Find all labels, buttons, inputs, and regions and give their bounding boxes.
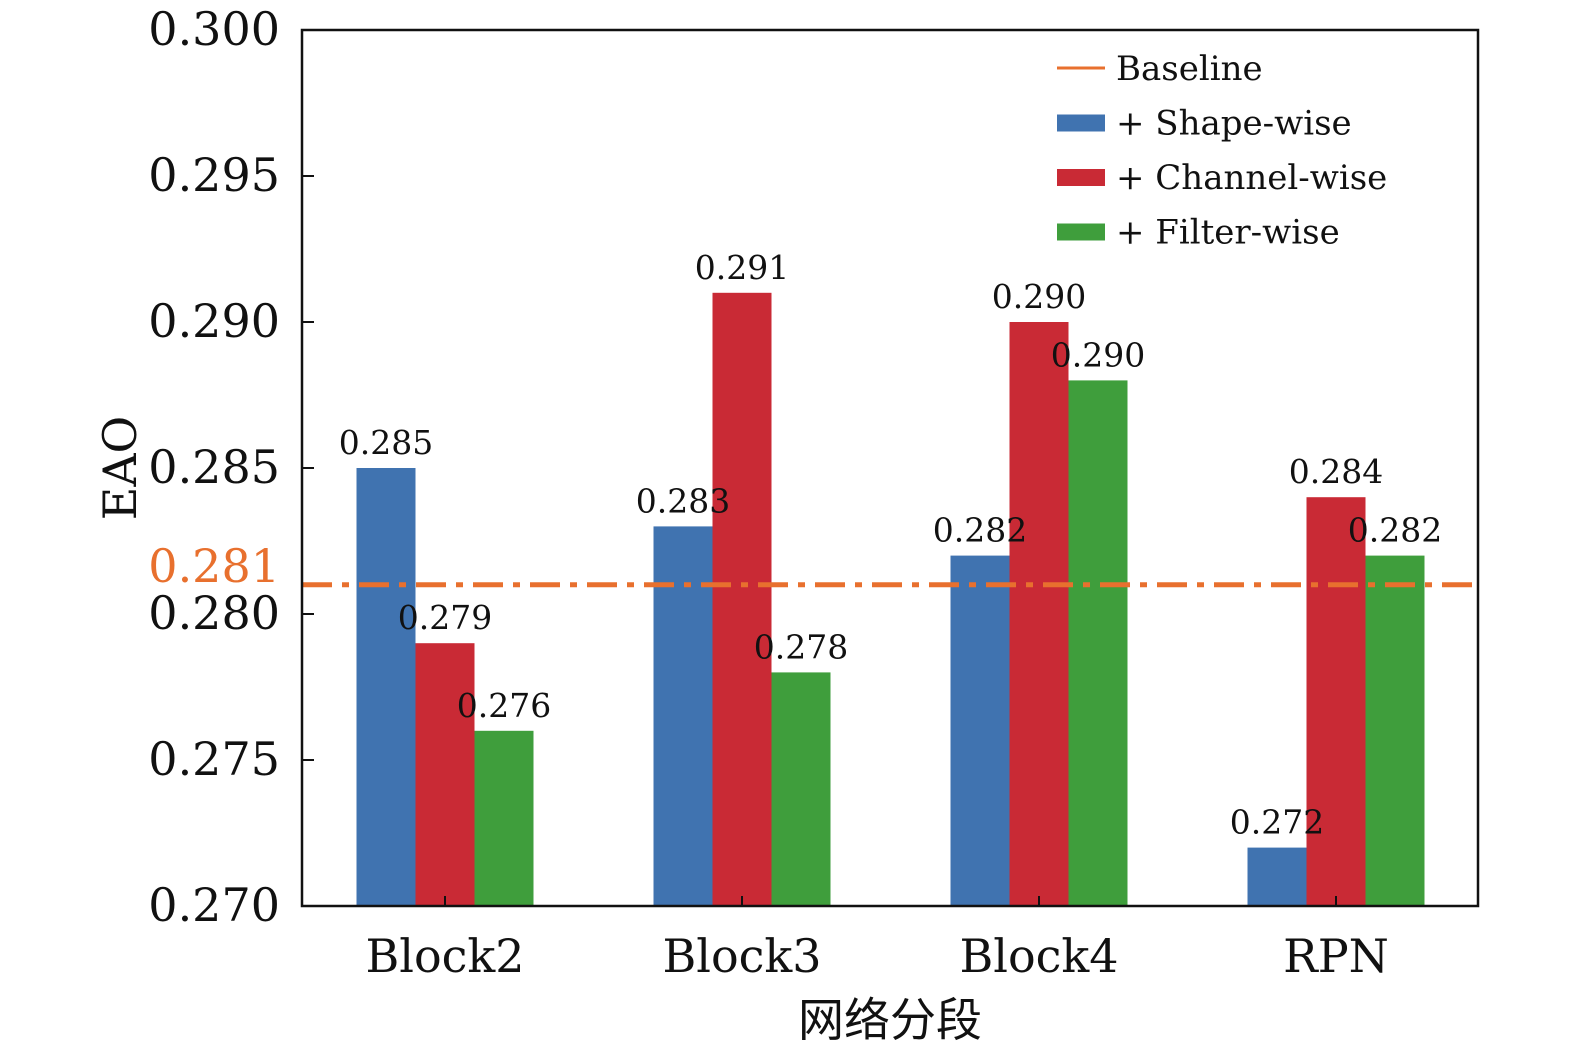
- legend-label: + Filter-wise: [1116, 213, 1340, 253]
- bar: [356, 468, 416, 906]
- bar-value-label: 0.290: [992, 277, 1086, 316]
- x-tick-label: Block3: [662, 929, 821, 983]
- x-tick-label: RPN: [1283, 929, 1389, 983]
- bar: [950, 555, 1010, 906]
- bar-value-label: 0.282: [933, 511, 1027, 550]
- bar-value-label: 0.284: [1289, 452, 1383, 491]
- bar-value-label: 0.285: [339, 423, 433, 462]
- y-axis-title: EAO: [93, 416, 147, 521]
- bar: [415, 643, 475, 906]
- y-tick-label: 0.290: [148, 294, 280, 348]
- bar: [653, 526, 713, 906]
- y-tick-label: 0.300: [148, 2, 280, 56]
- bar: [474, 730, 534, 906]
- bar-value-label: 0.283: [636, 481, 730, 520]
- bar: [712, 292, 772, 906]
- bar-value-label: 0.290: [1051, 335, 1145, 374]
- y-tick-label: 0.295: [148, 148, 280, 202]
- bar-value-label: 0.282: [1348, 511, 1442, 550]
- baseline-value-label: 0.281: [148, 539, 280, 593]
- bar-value-label: 0.276: [457, 686, 551, 725]
- bar: [1365, 555, 1425, 906]
- y-tick-label: 0.275: [148, 732, 280, 786]
- legend-label: + Shape-wise: [1116, 104, 1352, 144]
- bar: [1306, 497, 1366, 906]
- legend: Baseline + Shape-wise + Channel-wise + Filt…: [1057, 49, 1387, 253]
- y-tick-label: 0.285: [148, 440, 280, 494]
- legend-baseline-label: Baseline: [1116, 49, 1263, 89]
- bar: [1009, 322, 1069, 906]
- x-tick-label: Block2: [365, 929, 524, 983]
- bar: [1068, 380, 1128, 906]
- baseline-group: 0.281: [148, 539, 1478, 593]
- y-tick-label: 0.270: [148, 878, 280, 932]
- x-axis: Block2 Block3 Block4 RPN: [365, 896, 1389, 983]
- x-tick-label: Block4: [959, 929, 1118, 983]
- bar-value-label: 0.291: [695, 248, 789, 287]
- y-tick-label: 0.280: [148, 586, 280, 640]
- legend-swatch: [1057, 223, 1105, 241]
- legend-swatch: [1057, 114, 1105, 132]
- data-labels-group: 0.285 0.279 0.276 0.283 0.291 0.278 0.282 0.290…: [339, 248, 1442, 842]
- y-axis: 0.270 0.275 0.280 0.285 0.290 0.295 0.300: [148, 2, 314, 932]
- legend-label: + Channel-wise: [1116, 158, 1387, 198]
- x-axis-title: 网络分段: [798, 993, 982, 1047]
- legend-swatch: [1057, 169, 1105, 186]
- bar: [1247, 847, 1307, 906]
- bar-value-label: 0.272: [1230, 803, 1324, 842]
- bar-value-label: 0.278: [754, 627, 848, 666]
- bar-value-label: 0.279: [398, 598, 492, 637]
- bar: [771, 672, 831, 906]
- bars-group: [356, 292, 1425, 906]
